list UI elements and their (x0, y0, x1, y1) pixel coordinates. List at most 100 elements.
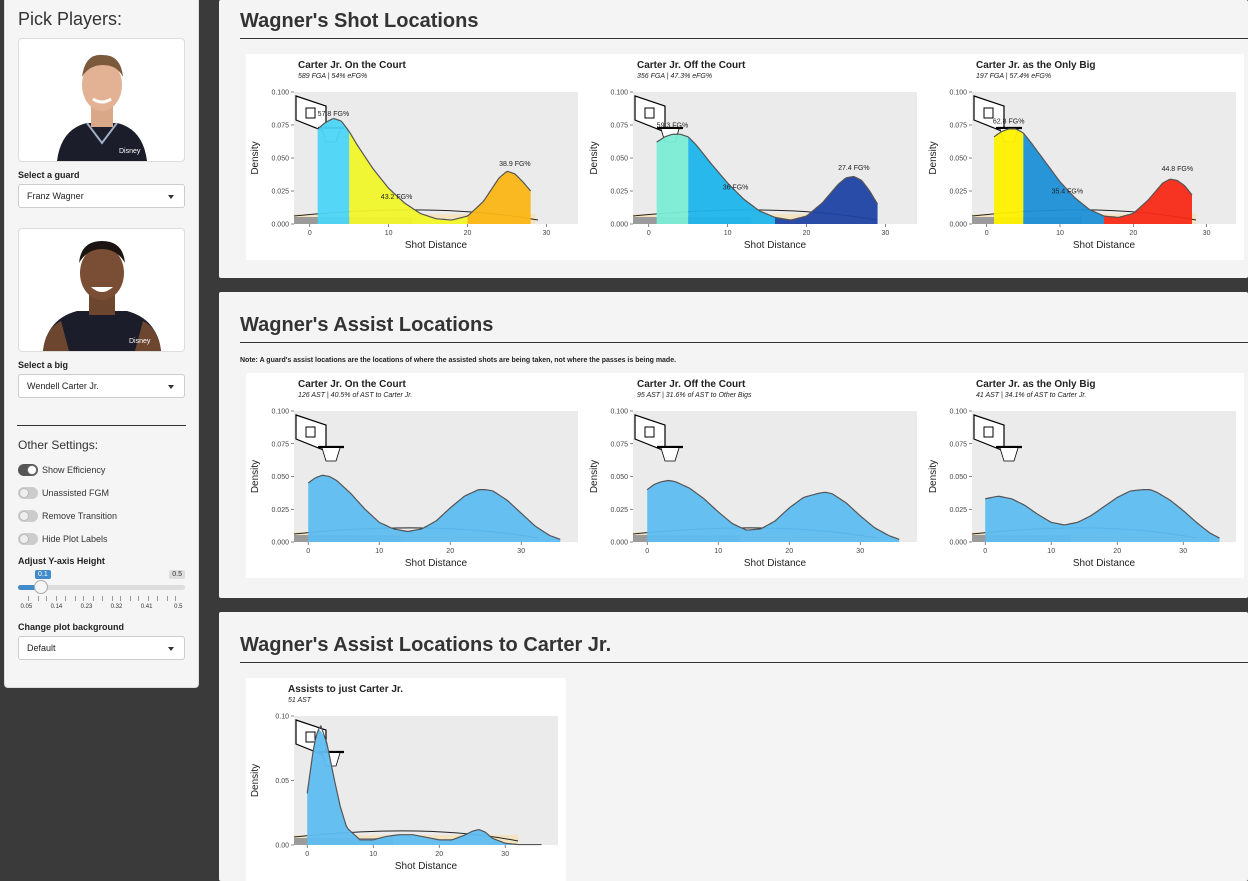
plot-subtitle: 41 AST | 34.1% of AST to Carter Jr. (976, 392, 1087, 399)
x-tick-label: 0 (306, 548, 310, 555)
y-tick-label: 0.075 (610, 441, 628, 448)
density-chart: 0.000 0.025 0.050 0.075 0.100 0 10 20 30 Shot Dis… (928, 409, 1236, 569)
toggle-show-efficiency[interactable]: Show Efficiency (18, 458, 185, 481)
guard-select[interactable]: Franz Wagner (18, 184, 185, 208)
fg-percent-label: 43.2 FG% (381, 194, 413, 201)
plot-shot-off: Carter Jr. Off the Court 356 FGA | 47.3%… (585, 54, 925, 260)
fg-percent-label: 44.8 FG% (1162, 166, 1194, 173)
big-select[interactable]: Wendell Carter Jr. (18, 374, 185, 398)
plot-ast-just: Assists to just Carter Jr. 51 AST 0.00 0.… (246, 678, 566, 881)
sidebar: Pick Players: Disney Select a guard Fran… (4, 0, 199, 688)
density-zone (467, 171, 531, 224)
plot-title: Assists to just Carter Jr. (288, 684, 404, 695)
toggle-label: Unassisted FGM (42, 487, 110, 498)
density-zone (1104, 179, 1192, 224)
fg-percent-label: 62.8 FG% (993, 119, 1025, 126)
background-select-value: Default (27, 643, 56, 653)
y-tick-label: 0.100 (949, 409, 967, 416)
other-settings-title: Other Settings: (18, 438, 99, 452)
player-headshot-icon: Disney (42, 241, 161, 351)
slider-current-value: 0.1 (35, 570, 51, 579)
density-zone (985, 489, 1220, 542)
x-axis-label: Shot Distance (405, 240, 468, 251)
x-tick-label: 10 (375, 548, 383, 555)
y-tick-label: 0.075 (949, 441, 967, 448)
y-tick-label: 0.025 (949, 189, 967, 196)
fg-percent-label: 59.3 FG% (657, 123, 689, 130)
big-select-value: Wendell Carter Jr. (27, 381, 99, 391)
y-tick-label: 0.050 (610, 474, 628, 481)
density-line (646, 479, 900, 540)
y-axis-label: Density (250, 141, 261, 174)
y-tick-label: 0.050 (610, 156, 628, 163)
assist-note: Note: A guard's assist locations are the… (240, 357, 677, 364)
slider-tick-label: 0.05 (20, 604, 33, 610)
x-tick-label: 30 (882, 230, 890, 237)
y-axis-label: Density (928, 141, 939, 174)
y-tick-label: 0.100 (271, 409, 289, 416)
x-tick-label: 20 (1113, 548, 1121, 555)
plot-subtitle: 197 FGA | 57.4% eFG% (976, 73, 1052, 80)
toggle-unassisted-fgm[interactable]: Unassisted FGM (18, 481, 185, 504)
toggle-remove-transition[interactable]: Remove Transition (18, 504, 185, 527)
y-tick-label: 0.025 (271, 189, 289, 196)
assists-to-big-panel: Wagner's Assist Locations to Carter Jr. … (219, 612, 1248, 881)
slider-handle[interactable] (34, 580, 48, 594)
density-line (306, 724, 542, 846)
slider-ticks (18, 596, 185, 602)
density-zone (317, 118, 350, 224)
divider (17, 425, 186, 426)
toggle-switch-icon[interactable] (18, 509, 38, 522)
slider-fill (18, 585, 41, 590)
x-tick-label: 0 (647, 230, 651, 237)
x-axis-label: Shot Distance (744, 240, 807, 251)
slider-tick-label: 0.41 (140, 604, 153, 610)
x-axis-label: Shot Distance (744, 558, 807, 569)
density-zone (688, 136, 775, 224)
plot-title: Carter Jr. On the Court (298, 379, 406, 390)
plot-title: Carter Jr. as the Only Big (976, 379, 1096, 390)
density-chart: 0.000 0.025 0.050 0.075 0.100 0 10 20 30 Shot Dis… (928, 90, 1236, 251)
density-line (985, 489, 1220, 539)
x-tick-label: 0 (983, 548, 987, 555)
panel-title: Wagner's Assist Locations (240, 314, 494, 336)
plot-subtitle: 356 FGA | 47.3% eFG% (637, 73, 713, 80)
plot-subtitle: 589 FGA | 54% eFG% (298, 73, 368, 80)
background-select[interactable]: Default (18, 636, 185, 660)
big-photo: Disney (18, 228, 185, 352)
y-tick-label: 0.050 (271, 474, 289, 481)
density-line (656, 133, 879, 221)
panel-title: Wagner's Shot Locations (240, 10, 479, 32)
backboard-square-icon (983, 426, 994, 438)
x-tick-label: 20 (446, 548, 454, 555)
x-tick-label: 10 (385, 230, 393, 237)
net-icon (999, 447, 1019, 462)
slider-tick-label: 0.32 (110, 604, 123, 610)
x-axis-label: Shot Distance (1073, 240, 1136, 251)
density-chart: 0.000 0.025 0.050 0.075 0.100 0 10 20 30 Shot Dis… (589, 409, 917, 569)
fg-percent-label: 57.8 FG% (318, 111, 350, 118)
toggle-switch-icon[interactable] (18, 463, 38, 476)
x-tick-label: 10 (369, 851, 377, 858)
x-axis-label: Shot Distance (395, 861, 458, 872)
fg-percent-label: 36 FG% (723, 185, 749, 192)
density-zone (656, 134, 689, 224)
slider-tick-label: 0.14 (50, 604, 63, 610)
density-line (317, 117, 532, 221)
toggle-hide-plot-labels[interactable]: Hide Plot Labels (18, 527, 185, 550)
density-line (307, 474, 561, 540)
toggle-label: Remove Transition (42, 510, 118, 521)
guard-select-label: Select a guard (18, 170, 80, 180)
y-tick-label: 0.10 (275, 714, 289, 721)
plot-title: Carter Jr. On the Court (298, 60, 406, 71)
toggle-switch-icon[interactable] (18, 532, 38, 545)
y-tick-label: 0.075 (271, 441, 289, 448)
x-axis-label: Shot Distance (1073, 558, 1136, 569)
plot-subtitle: 126 AST | 40.5% of AST to Carter Jr. (298, 392, 413, 399)
yaxis-slider[interactable]: 0.1 0.5 0.05 0.14 0.23 0.32 0.41 0.5 (18, 570, 185, 614)
backboard-square-icon (644, 107, 655, 119)
slider-track[interactable] (18, 585, 185, 590)
toggle-switch-icon[interactable] (18, 486, 38, 499)
y-tick-label: 0.025 (949, 507, 967, 514)
background-select-label: Change plot background (18, 622, 125, 632)
